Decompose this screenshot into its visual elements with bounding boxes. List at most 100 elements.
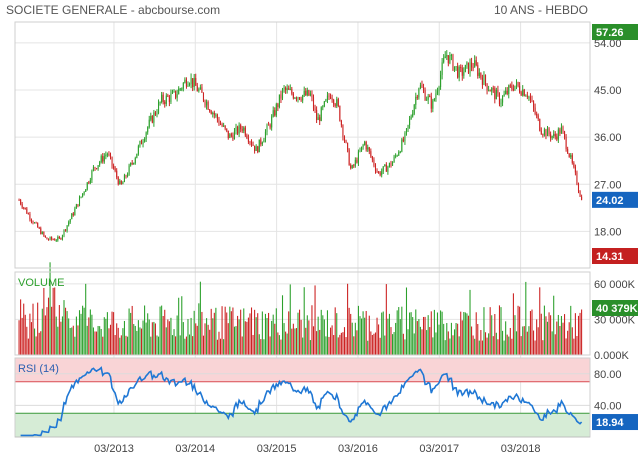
volume-bar <box>127 336 129 355</box>
candle-body <box>229 134 231 139</box>
volume-bar <box>396 310 398 355</box>
volume-bar <box>249 313 251 355</box>
volume-bar <box>275 308 277 355</box>
volume-bar <box>531 309 533 355</box>
candle-body <box>102 156 104 162</box>
candle-body <box>410 116 412 119</box>
candle-body <box>221 124 223 127</box>
candle-body <box>387 166 389 172</box>
candle-body <box>266 124 268 132</box>
volume-last-badge-bg <box>592 300 638 316</box>
candle-body <box>299 97 301 100</box>
volume-bar <box>539 287 541 355</box>
candle-body <box>252 144 254 146</box>
volume-bar <box>469 289 471 355</box>
rsi-last-badge: 18.94 <box>596 417 624 429</box>
volume-bar <box>221 306 223 355</box>
volume-bar <box>367 340 369 355</box>
volume-bar <box>412 317 414 355</box>
candle-body <box>388 162 390 167</box>
volume-bar <box>94 331 96 355</box>
candle-body <box>379 172 381 176</box>
volume-bar <box>258 334 260 355</box>
volume-bar <box>190 317 192 355</box>
volume-bar <box>308 320 310 355</box>
candle-body <box>71 213 73 220</box>
candle-body <box>371 156 373 160</box>
volume-bar <box>542 340 544 355</box>
candle-body <box>268 124 270 126</box>
candle-body <box>356 159 358 163</box>
volume-bar <box>405 287 408 355</box>
volume-bar <box>257 313 259 355</box>
volume-bar <box>281 295 284 355</box>
volume-bar <box>511 338 513 355</box>
volume-bar <box>29 313 31 355</box>
volume-bar <box>43 287 45 355</box>
candle-body <box>223 125 225 127</box>
volume-bar <box>188 334 191 355</box>
candle-body <box>365 141 367 150</box>
candle-body <box>333 99 335 105</box>
volume-bar <box>178 297 180 355</box>
volume-bar <box>505 321 507 355</box>
candle-body <box>446 55 448 57</box>
volume-tick-label: 60 000K <box>594 279 636 291</box>
volume-bar <box>416 321 418 355</box>
candle-body <box>60 238 62 240</box>
candle-body <box>565 136 567 150</box>
volume-bar <box>345 337 347 355</box>
volume-bar <box>252 334 254 355</box>
volume-bar <box>348 307 350 355</box>
volume-bar <box>410 312 412 355</box>
candle-body <box>260 139 262 145</box>
candle-body <box>292 93 294 99</box>
volume-bar <box>452 335 454 355</box>
volume-bar <box>175 336 177 355</box>
candle-body <box>281 88 284 99</box>
volume-bar <box>399 319 401 355</box>
candle-body <box>579 190 581 197</box>
volume-bar <box>508 336 510 355</box>
candle-body <box>512 88 514 91</box>
volume-bar <box>288 311 290 355</box>
volume-bar <box>151 322 153 355</box>
volume-bar <box>241 336 243 355</box>
x-tick-label: 03/2018 <box>501 443 541 455</box>
volume-bar <box>157 336 160 355</box>
candle-body <box>330 96 332 99</box>
candle-body <box>441 62 443 75</box>
volume-bar <box>285 331 287 355</box>
candle-body <box>193 78 195 87</box>
candle-body <box>364 141 366 146</box>
volume-bar <box>500 307 502 355</box>
candle-body <box>457 66 459 78</box>
volume-bar <box>554 334 556 355</box>
candle-body <box>557 129 559 140</box>
candle-body <box>131 162 133 164</box>
candle-body <box>286 88 288 91</box>
candle-body <box>119 180 121 185</box>
volume-bar <box>230 311 232 355</box>
volume-bar <box>579 312 581 355</box>
candle-body <box>509 85 511 87</box>
candle-body <box>83 191 85 194</box>
candle-body <box>254 145 256 151</box>
volume-bar <box>374 332 377 355</box>
volume-bar <box>113 312 115 355</box>
volume-bar <box>100 328 102 355</box>
volume-bar <box>237 315 239 355</box>
volume-bar <box>571 327 573 355</box>
volume-bar <box>443 323 445 355</box>
candle-body <box>58 236 60 239</box>
candle-body <box>463 72 465 76</box>
price-tick-label: 36.00 <box>594 132 622 144</box>
candle-body <box>99 162 101 166</box>
volume-bar <box>432 337 434 355</box>
volume-bar <box>294 328 296 355</box>
volume-bar <box>133 324 135 355</box>
candle-body <box>154 112 156 115</box>
candle-body <box>57 236 59 241</box>
candle-body <box>319 117 321 121</box>
volume-bar <box>478 340 480 355</box>
